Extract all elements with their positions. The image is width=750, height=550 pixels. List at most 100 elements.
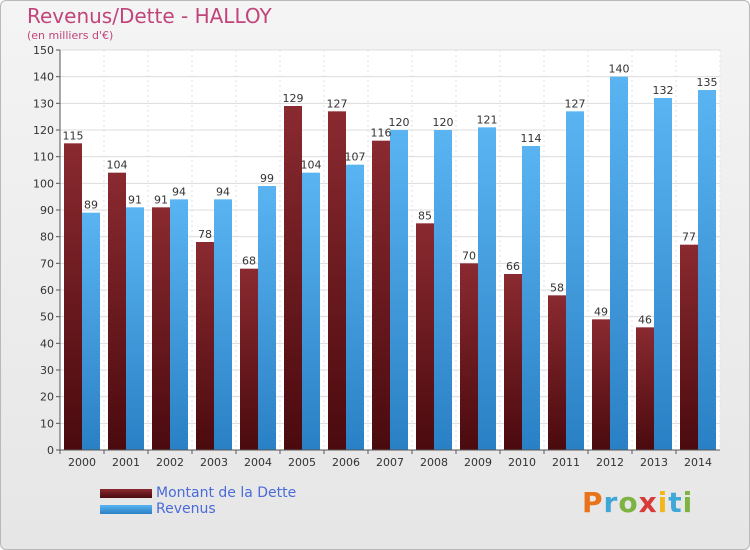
y-tick-label: 40 xyxy=(40,337,54,350)
x-tick-label: 2013 xyxy=(640,456,668,469)
x-tick-label: 2005 xyxy=(288,456,316,469)
bar-revenus xyxy=(82,212,100,450)
x-tick-label: 2010 xyxy=(508,456,536,469)
logo-letter: i xyxy=(657,486,669,519)
bar-debt xyxy=(548,295,566,450)
y-tick-label: 100 xyxy=(33,177,54,190)
data-label-debt: 104 xyxy=(107,159,128,172)
y-tick-label: 50 xyxy=(40,311,54,324)
logo-letter: P xyxy=(582,486,604,519)
x-tick-label: 2009 xyxy=(464,456,492,469)
data-label-debt: 68 xyxy=(242,255,256,268)
data-label-revenus: 120 xyxy=(433,116,454,129)
data-label-debt: 91 xyxy=(154,193,168,206)
bar-revenus xyxy=(610,76,628,451)
legend-swatch-debt xyxy=(100,489,152,498)
axes: 0 10 20 30 40 50 60 70 80 90 100 110 120 130 140 150 200… xyxy=(33,44,720,469)
data-label-debt: 58 xyxy=(550,281,564,294)
x-tick-label: 2014 xyxy=(684,456,712,469)
data-label-revenus: 132 xyxy=(653,84,674,97)
data-label-debt: 78 xyxy=(198,228,212,241)
bar-debt xyxy=(460,263,478,450)
y-tick-label: 90 xyxy=(40,204,54,217)
proxiti-logo: Proxiti xyxy=(582,486,693,519)
bar-debt xyxy=(152,207,170,450)
x-tick-label: 2007 xyxy=(376,456,404,469)
data-label-revenus: 94 xyxy=(216,185,230,198)
data-label-revenus: 89 xyxy=(84,199,98,212)
legend-swatch-revenus xyxy=(100,505,152,514)
bar-debt xyxy=(328,111,346,450)
data-label-debt: 70 xyxy=(462,249,476,262)
y-tick-label: 70 xyxy=(40,257,54,270)
bar-debt xyxy=(284,106,302,450)
bar-revenus xyxy=(566,111,584,450)
chart-title: Revenus/Dette - HALLOY xyxy=(27,4,272,28)
bar-revenus xyxy=(214,199,232,450)
bars xyxy=(64,76,716,451)
data-label-debt: 115 xyxy=(63,129,84,142)
y-tick-label: 80 xyxy=(40,231,54,244)
bar-revenus xyxy=(258,186,276,450)
bar-debt xyxy=(64,143,82,451)
y-tick-label: 30 xyxy=(40,364,54,377)
data-label-revenus: 99 xyxy=(260,172,274,185)
data-label-debt: 129 xyxy=(283,92,304,105)
bar-revenus xyxy=(478,127,496,450)
bar-revenus xyxy=(126,207,144,450)
bar-debt xyxy=(196,242,214,450)
bar-debt xyxy=(108,172,126,450)
data-label-debt: 46 xyxy=(638,313,652,326)
bar-revenus xyxy=(346,164,364,450)
data-label-debt: 66 xyxy=(506,260,520,273)
y-tick-label: 130 xyxy=(33,97,54,110)
bar-debt xyxy=(680,244,698,450)
logo-letter: t xyxy=(668,486,683,519)
bar-debt xyxy=(636,327,654,450)
y-tick-label: 150 xyxy=(33,44,54,57)
x-tick-label: 2008 xyxy=(420,456,448,469)
bar-debt xyxy=(416,223,434,450)
logo-letter: o xyxy=(618,486,639,519)
data-label-revenus: 114 xyxy=(521,132,542,145)
data-label-debt: 116 xyxy=(371,127,392,140)
bar-revenus xyxy=(698,90,716,450)
x-tick-label: 2003 xyxy=(200,456,228,469)
y-tick-label: 110 xyxy=(33,151,54,164)
data-label-revenus: 127 xyxy=(565,97,586,110)
bar-debt xyxy=(592,319,610,450)
x-tick-label: 2000 xyxy=(68,456,96,469)
x-tick-label: 2006 xyxy=(332,456,360,469)
legend-label-debt: Montant de la Dette xyxy=(156,485,297,501)
bar-revenus xyxy=(302,172,320,450)
data-label-debt: 77 xyxy=(682,231,696,244)
data-label-debt: 49 xyxy=(594,305,608,318)
bar-revenus xyxy=(390,130,408,450)
y-tick-label: 60 xyxy=(40,284,54,297)
y-tick-label: 120 xyxy=(33,124,54,137)
y-tick-label: 140 xyxy=(33,71,54,84)
data-label-revenus: 91 xyxy=(128,193,142,206)
data-label-revenus: 140 xyxy=(609,63,630,76)
data-label-revenus: 121 xyxy=(477,113,498,126)
bar-debt xyxy=(240,268,258,450)
bar-revenus xyxy=(522,146,540,450)
y-tick-label: 0 xyxy=(47,444,54,457)
x-tick-label: 2002 xyxy=(156,456,184,469)
bar-revenus xyxy=(170,199,188,450)
chart-subtitle: (en milliers d'€) xyxy=(27,29,114,42)
bar-revenus xyxy=(654,98,672,450)
bar-debt xyxy=(372,140,390,450)
y-tick-label: 20 xyxy=(40,391,54,404)
data-label-revenus: 107 xyxy=(345,151,366,164)
y-tick-label: 10 xyxy=(40,417,54,430)
x-tick-label: 2004 xyxy=(244,456,272,469)
data-label-revenus: 120 xyxy=(389,116,410,129)
x-tick-label: 2001 xyxy=(112,456,140,469)
data-label-revenus: 104 xyxy=(301,159,322,172)
x-tick-label: 2012 xyxy=(596,456,624,469)
data-label-debt: 127 xyxy=(327,97,348,110)
data-label-revenus: 94 xyxy=(172,185,186,198)
